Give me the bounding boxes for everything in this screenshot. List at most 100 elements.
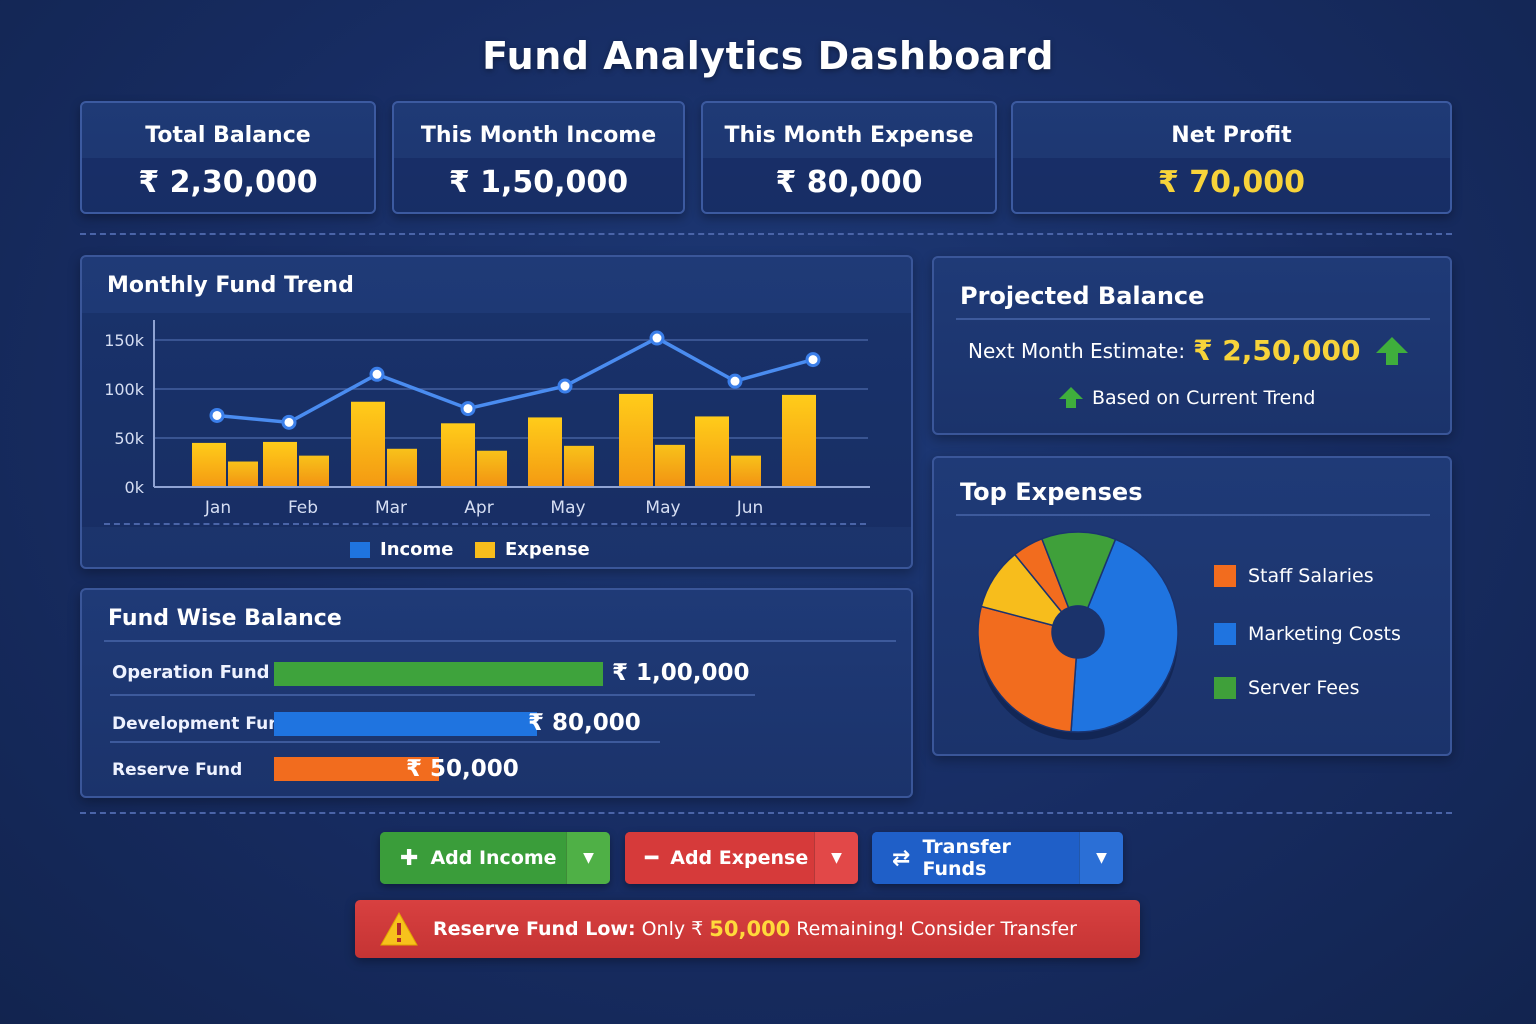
x-tick-label: Mar — [375, 498, 407, 518]
fund-value: ₹ 1,00,000 — [612, 660, 750, 686]
trend-point — [369, 366, 385, 382]
x-tick-label: Jan — [204, 498, 231, 518]
section-divider — [80, 233, 1452, 235]
bar-income — [441, 423, 475, 487]
pie-hole — [1052, 606, 1104, 658]
page-title: Fund Analytics Dashboard — [482, 34, 1054, 78]
kpi-label: This Month Income — [420, 123, 657, 148]
projected-balance-panel: Projected Balance Next Month Estimate: ₹… — [932, 256, 1452, 435]
trend-chart: 0k 50k 100k 150k Jan Feb Mar Apr May May Jun — [82, 313, 911, 527]
bar-income — [351, 401, 385, 487]
transfer-funds-dropdown[interactable]: ▼ — [1079, 832, 1123, 884]
fund-label: Reserve Fund — [112, 760, 243, 780]
x-tick-label: May — [645, 498, 680, 518]
arrow-up-icon — [1059, 387, 1083, 408]
alert-amount: 50,000 — [709, 917, 791, 941]
add-expense-button[interactable]: ━ Add Expense ▼ — [625, 832, 858, 884]
arrow-up-icon — [1376, 336, 1409, 365]
panel-title: Monthly Fund Trend — [107, 273, 354, 298]
bar-income — [192, 442, 226, 487]
bar-expense — [477, 450, 507, 487]
add-income-dropdown[interactable]: ▼ — [566, 832, 610, 884]
bar-income — [619, 393, 653, 487]
bar-expense — [655, 444, 685, 487]
plus-icon: ✚ — [400, 845, 419, 871]
fund-value: ₹ 50,000 — [406, 756, 519, 782]
trend-line — [216, 336, 814, 425]
fund-bar-operation — [274, 662, 603, 686]
fund-wise-balance-panel: Fund Wise Balance Operation Fund ₹ 1,00,… — [80, 588, 913, 798]
estimate-label: Next Month Estimate: — [968, 338, 1186, 363]
expense-legend-marketing: Marketing Costs — [1214, 623, 1401, 645]
button-label: Transfer Funds — [922, 836, 1011, 880]
reserve-low-alert: Reserve Fund Low: Only ₹ 50,000 Remainin… — [355, 900, 1140, 958]
kpi-net-profit: Net Profit ₹ 70,000 — [1011, 101, 1452, 214]
expense-legend-staff: Staff Salaries — [1214, 565, 1374, 587]
bar-expense — [228, 461, 258, 487]
trend-point — [557, 378, 573, 394]
legend-label: Marketing Costs — [1248, 623, 1401, 645]
trend-point — [281, 414, 297, 430]
top-expenses-panel: Top Expenses Staff Salaries Marketing Co… — [932, 456, 1452, 756]
bar-expense — [731, 455, 761, 487]
monthly-trend-panel: Monthly Fund Trend 0k 50k 100k 150k Jan Feb Ma… — [80, 255, 913, 569]
bar-expense — [387, 448, 417, 487]
y-tick-label: 150k — [104, 331, 145, 350]
fund-bar-development — [274, 712, 537, 736]
kpi-month-expense: This Month Expense ₹ 80,000 — [701, 101, 997, 214]
y-tick-label: 50k — [114, 429, 144, 448]
alert-mid: Only ₹ — [641, 918, 704, 940]
legend-label: Server Fees — [1248, 677, 1360, 699]
kpi-month-income: This Month Income ₹ 1,50,000 — [392, 101, 685, 214]
add-expense-dropdown[interactable]: ▼ — [814, 832, 858, 884]
bar-expense — [564, 445, 594, 487]
bar-income — [695, 416, 729, 487]
transfer-icon: ⇄ — [892, 845, 911, 871]
fund-label: Operation Fund — [112, 662, 270, 683]
kpi-value: ₹ 80,000 — [775, 165, 923, 200]
fund-bar-reserve — [274, 757, 439, 781]
x-tick-label: Apr — [464, 498, 493, 518]
alert-suffix: Remaining! Consider Transfer — [796, 918, 1077, 940]
trend-point — [649, 330, 665, 346]
trend-point — [209, 407, 225, 423]
expense-pie-chart — [977, 531, 1179, 740]
expense-legend-server: Server Fees — [1214, 677, 1360, 699]
kpi-label: Total Balance — [145, 123, 311, 148]
fund-label: Development Fund — [112, 714, 293, 734]
minus-icon: ━ — [645, 845, 659, 871]
trend-point — [805, 352, 821, 368]
y-tick-label: 100k — [104, 380, 145, 399]
transfer-funds-button[interactable]: ⇄ Transfer Funds ▼ — [872, 832, 1123, 884]
x-tick-label: Feb — [288, 498, 318, 518]
trend-note: Based on Current Trend — [1058, 386, 1315, 410]
trend-point — [727, 373, 743, 389]
kpi-total-balance: Total Balance ₹ 2,30,000 — [80, 101, 376, 214]
kpi-value: ₹ 70,000 — [1157, 165, 1306, 200]
fund-value: ₹ 80,000 — [528, 710, 641, 736]
add-income-button[interactable]: ✚ Add Income ▼ — [380, 832, 610, 884]
kpi-label: Net Profit — [1171, 123, 1292, 148]
panel-title: Projected Balance — [960, 282, 1205, 310]
bar-income — [263, 441, 297, 487]
legend-expense: Expense — [475, 539, 590, 560]
bar-expense — [299, 455, 329, 487]
estimate-value: ₹ 2,50,000 — [1193, 334, 1361, 367]
section-divider — [80, 812, 1452, 814]
legend-label: Income — [380, 539, 454, 560]
legend-income: Income — [350, 539, 454, 560]
alert-prefix: Reserve Fund Low: — [433, 918, 636, 940]
bar-income — [782, 394, 816, 487]
kpi-value: ₹ 1,50,000 — [448, 165, 629, 200]
note-text: Based on Current Trend — [1092, 387, 1316, 409]
x-tick-label: May — [550, 498, 585, 518]
x-tick-label: Jun — [736, 498, 764, 518]
legend-label: Staff Salaries — [1248, 565, 1374, 587]
y-tick-label: 0k — [125, 478, 145, 497]
panel-title: Fund Wise Balance — [108, 606, 342, 631]
legend-label: Expense — [505, 539, 590, 560]
bar-income — [528, 417, 562, 487]
button-label: Add Expense — [670, 847, 809, 869]
button-label: Add Income — [430, 847, 557, 869]
panel-title: Top Expenses — [960, 478, 1143, 506]
